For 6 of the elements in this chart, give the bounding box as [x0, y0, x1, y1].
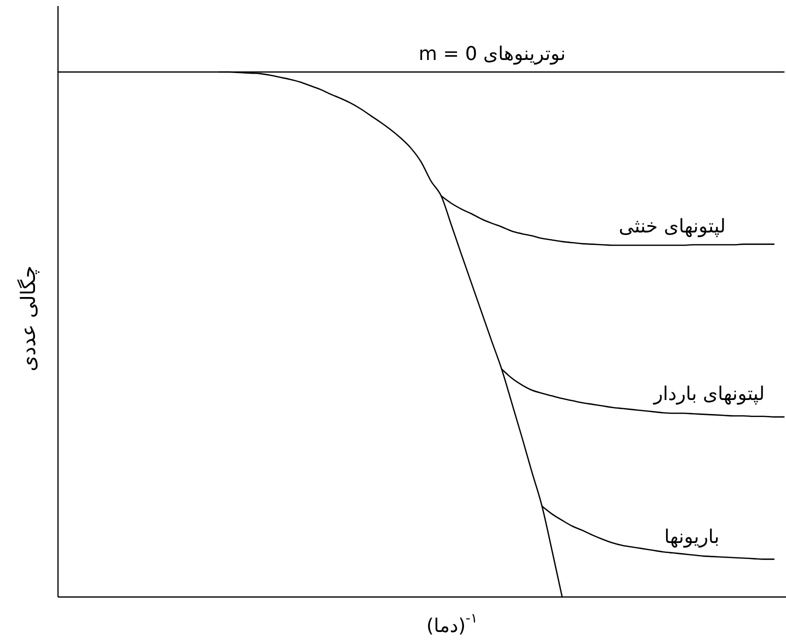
series-label: باریونها: [664, 526, 720, 548]
x-axis-title: (دما)$^{-۱}$: [426, 612, 478, 637]
series-label: نوترینوهای m = 0: [418, 43, 566, 65]
y-axis-title: چگالی عددی: [16, 266, 40, 372]
series-label: لپتونهای خنثی: [618, 215, 726, 238]
series-label: لپتونهای باردار: [652, 382, 765, 405]
